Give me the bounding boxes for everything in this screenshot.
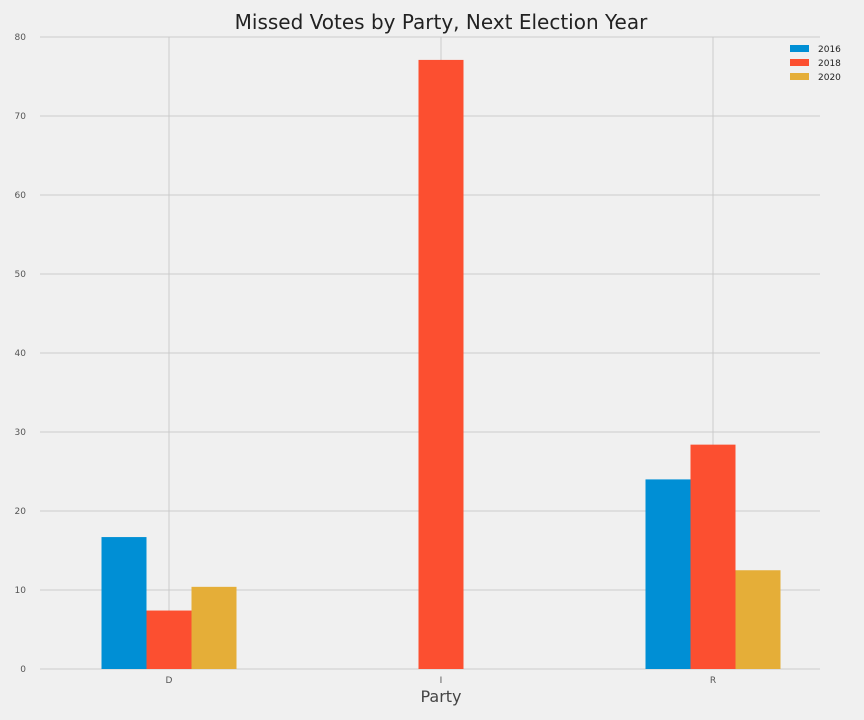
- legend-swatch: [790, 45, 809, 52]
- legend-label: 2018: [818, 59, 841, 69]
- legend-label: 2020: [818, 73, 841, 83]
- y-tick-label: 0: [20, 665, 26, 675]
- bar: [101, 537, 147, 669]
- y-tick-label: 80: [15, 33, 27, 43]
- y-tick-label: 50: [15, 270, 27, 280]
- bar: [690, 444, 736, 669]
- legend: 2016 2018 2020: [790, 45, 841, 83]
- x-tick-label: D: [166, 676, 173, 686]
- y-tick-label: 40: [15, 349, 27, 359]
- y-tick-label: 70: [15, 112, 27, 122]
- x-tick-label: R: [710, 676, 716, 686]
- y-tick-label: 30: [15, 428, 27, 438]
- bar: [735, 570, 781, 669]
- bar: [645, 479, 691, 669]
- bar: [146, 610, 192, 669]
- y-axis-ticks: 0 10 20 30 40 50 60 70 80: [15, 33, 27, 675]
- bar: [191, 586, 237, 669]
- legend-swatch: [790, 59, 809, 66]
- y-tick-label: 60: [15, 191, 27, 201]
- legend-swatch: [790, 73, 809, 80]
- bars: [101, 59, 781, 670]
- y-tick-label: 20: [15, 507, 27, 517]
- chart-title: Missed Votes by Party, Next Election Yea…: [235, 10, 648, 34]
- legend-label: 2016: [818, 45, 841, 55]
- x-axis-label: Party: [420, 687, 461, 706]
- y-tick-label: 10: [15, 586, 27, 596]
- x-tick-label: I: [440, 676, 443, 686]
- bar: [418, 59, 464, 670]
